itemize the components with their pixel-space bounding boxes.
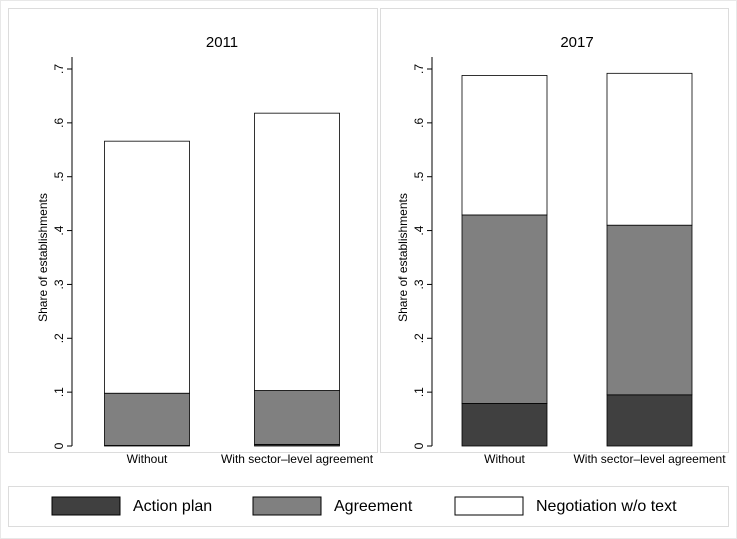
legend-frame: [8, 486, 729, 527]
bar-segment: [104, 392, 190, 446]
y-tick-label: .5: [412, 171, 426, 181]
y-tick-label: .6: [412, 118, 426, 128]
bar-segment: [461, 75, 548, 216]
bar-segment: [104, 140, 190, 394]
legend-label: Negotiation w/o text: [536, 498, 677, 515]
bar-segment: [461, 403, 548, 447]
y-tick-label: .5: [52, 171, 66, 181]
y-tick-label: .7: [412, 64, 426, 74]
y-axis-label: Share of establishments: [396, 193, 410, 322]
bar-segment: [461, 214, 548, 404]
x-tick-label: Without: [127, 452, 168, 466]
bar-segment: [606, 72, 693, 226]
legend-swatch: [51, 496, 121, 516]
y-tick-label: .2: [412, 333, 426, 343]
y-tick-label: .2: [52, 333, 66, 343]
legend-swatch: [454, 496, 524, 516]
y-tick-label: .6: [52, 118, 66, 128]
bar-segment: [606, 224, 693, 396]
legend-swatch: [252, 496, 322, 516]
x-tick-label: With sector–level agreement: [573, 452, 726, 466]
y-tick-label: .4: [52, 225, 66, 235]
y-tick-label: .3: [412, 279, 426, 289]
y-tick-label: 0: [52, 442, 66, 449]
legend-label: Action plan: [133, 498, 212, 515]
y-tick-label: .1: [52, 387, 66, 397]
y-tick-label: .4: [412, 225, 426, 235]
y-tick-label: .3: [52, 279, 66, 289]
y-tick-label: .7: [52, 64, 66, 74]
y-tick-label: 0: [412, 442, 426, 449]
y-tick-label: .1: [412, 387, 426, 397]
y-axis-label: Share of establishments: [36, 193, 50, 322]
bar-segment: [606, 394, 693, 447]
panel-title: 2017: [560, 34, 593, 51]
bar-segment: [254, 112, 340, 391]
x-tick-label: With sector–level agreement: [221, 452, 374, 466]
x-tick-label: Without: [484, 452, 525, 466]
legend-label: Agreement: [334, 498, 413, 515]
bar-segment: [254, 390, 340, 445]
panel-title: 2011: [206, 34, 238, 51]
